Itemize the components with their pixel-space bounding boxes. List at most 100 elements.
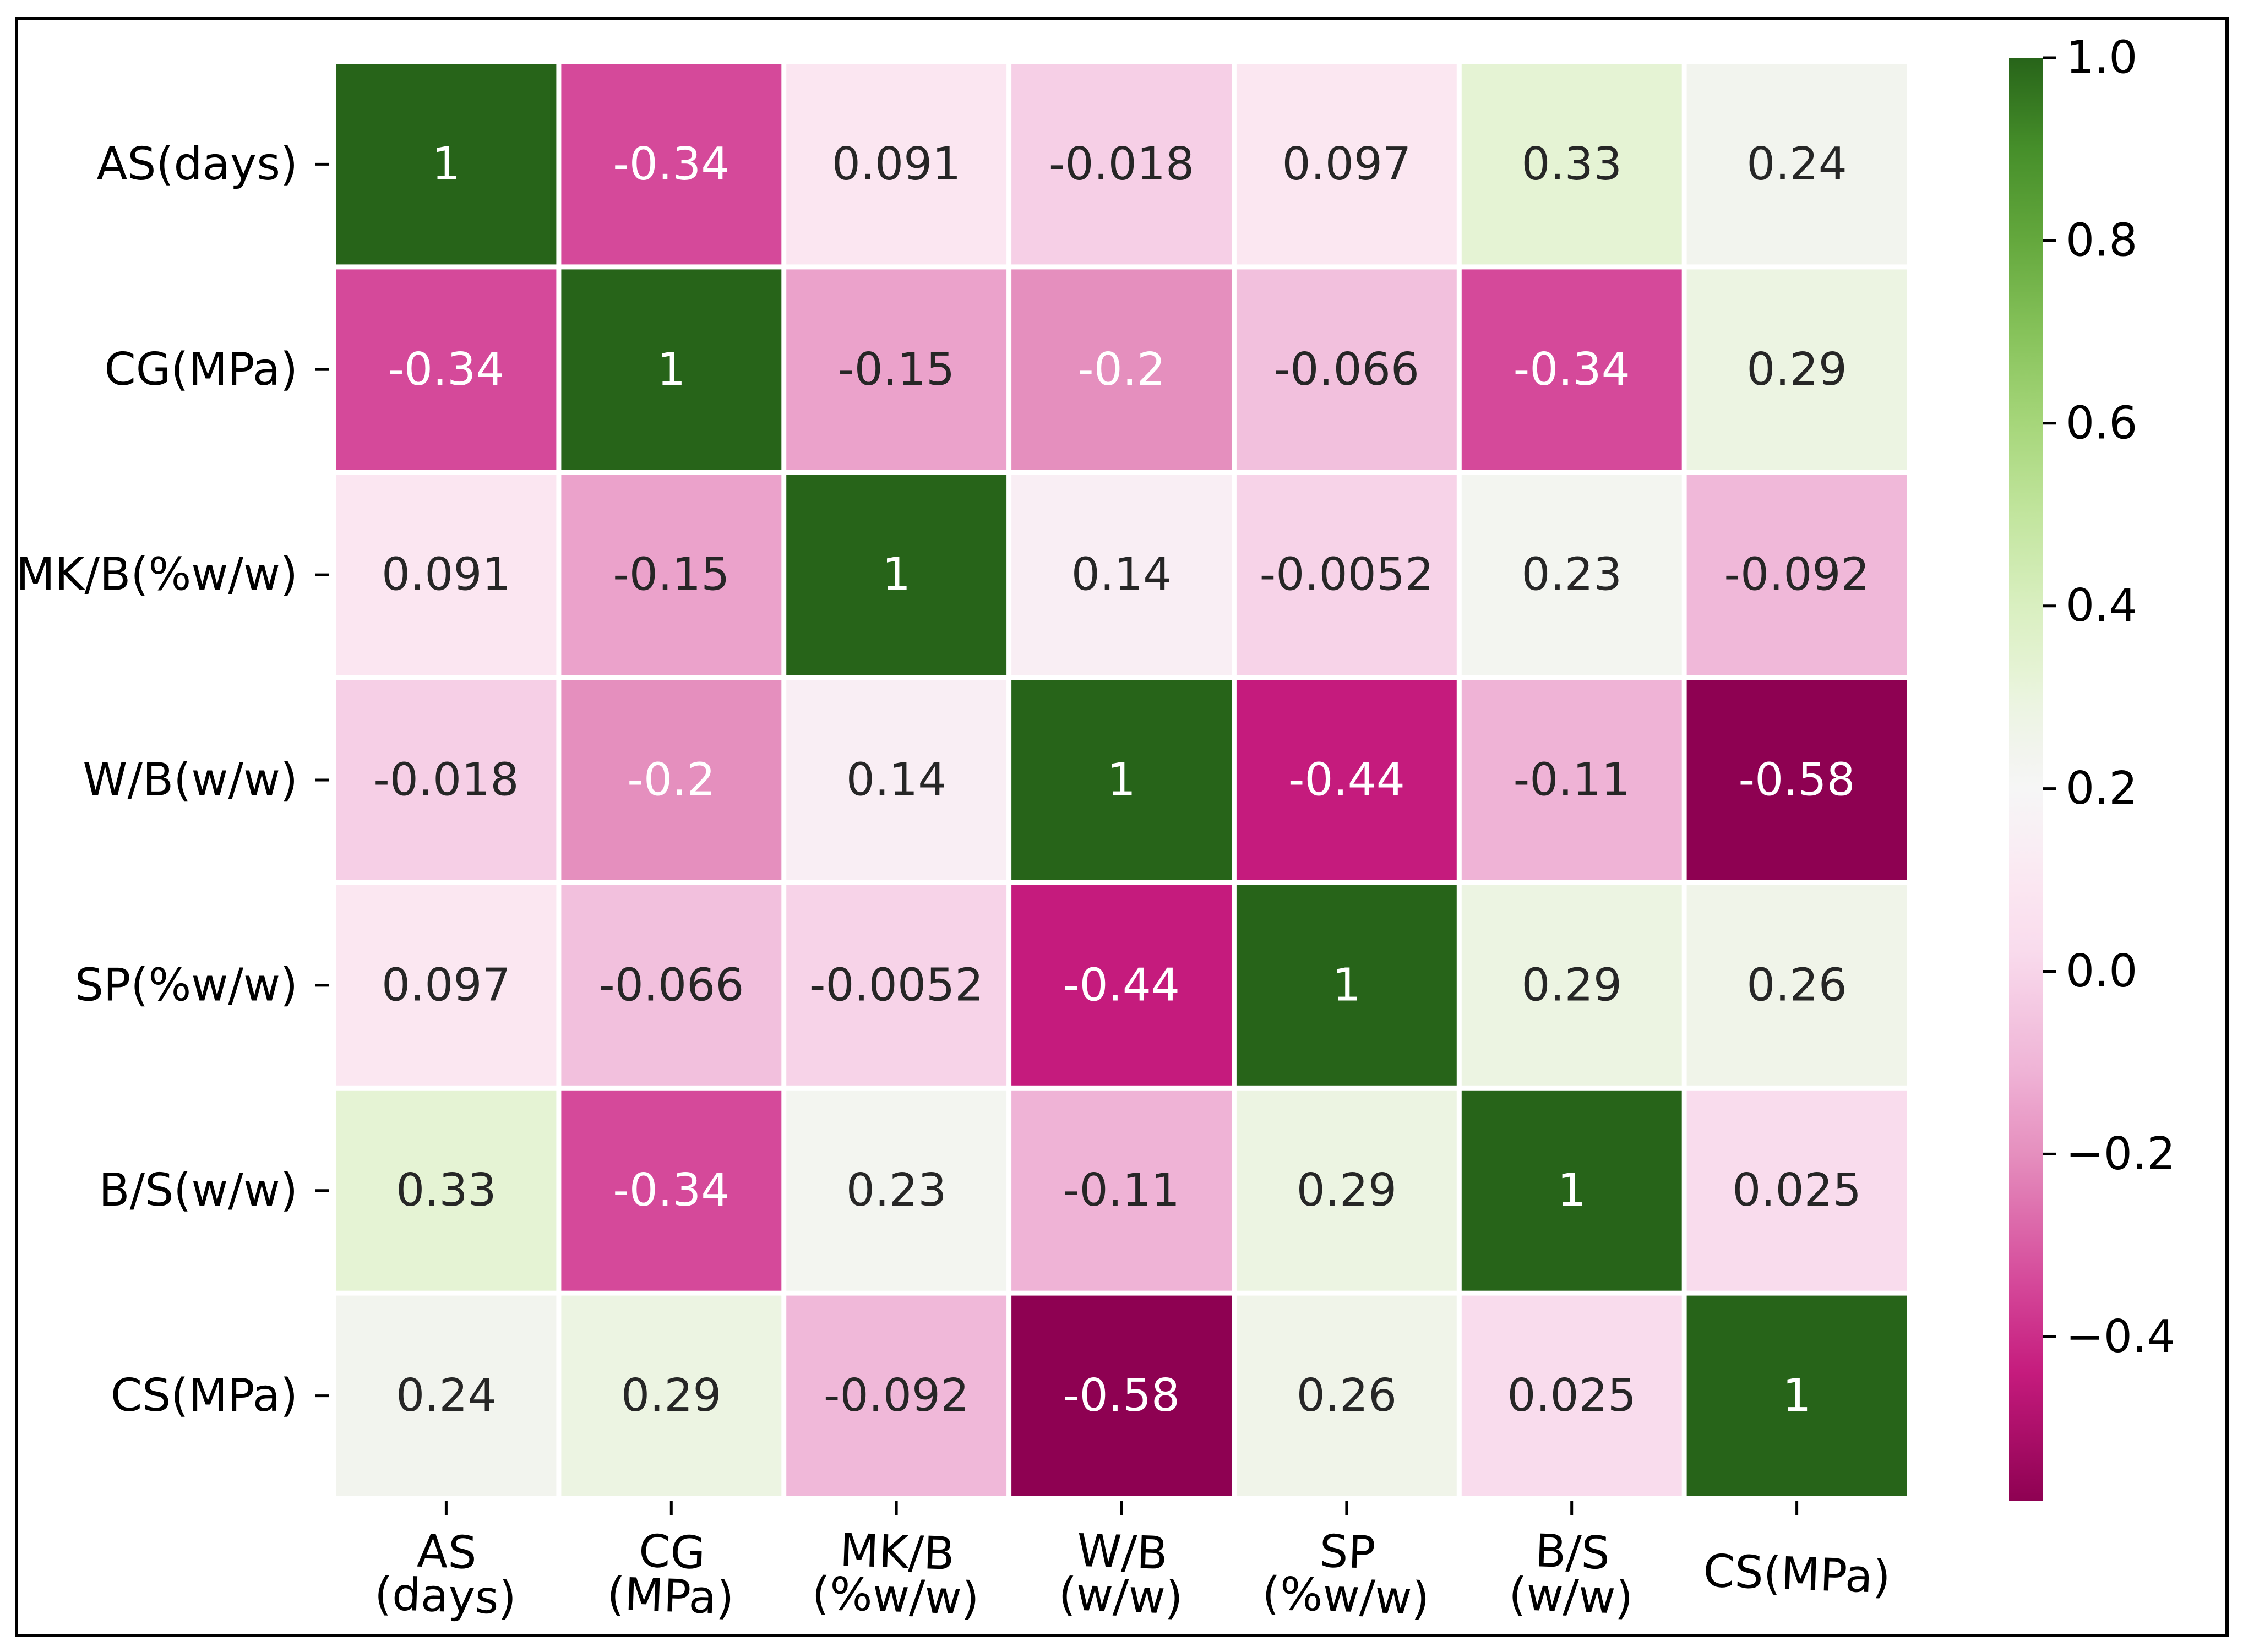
cell-value-label: 1 [1558,1164,1586,1217]
heatmap-cell [1011,885,1232,1086]
cell-value-label: -0.44 [1063,959,1180,1011]
heatmap-cell [1011,680,1232,880]
x-tick-label: MK/B [839,1524,956,1580]
colorbar-tick-label: 1.0 [2066,32,2137,84]
cell-value-label: -0.2 [1077,344,1166,396]
cell-value-label: 0.26 [1297,1370,1397,1422]
heatmap-cell [1011,1090,1232,1291]
y-axis: AS(days) CG(MPa) MK/B(%w/w) W/B(w/w) SP(%w/w… [16,138,329,1422]
cell-value-label: 0.14 [1071,549,1172,601]
colorbar-tick-label: 0.2 [2066,762,2137,815]
cell-value-label: -0.58 [1063,1370,1180,1422]
heatmap-cell [336,64,557,265]
cell-value-label: 1 [657,344,685,396]
heatmap-cell [336,1295,557,1496]
cell-value-label: 0.29 [1297,1164,1397,1217]
cell-value-label: 0.14 [846,754,947,806]
heatmap-cell [561,680,782,880]
cell-value-label: 0.24 [396,1370,497,1422]
heatmap-cell [561,475,782,675]
cell-value-label: -0.15 [613,549,729,601]
y-tick-label: CS(MPa) [111,1370,298,1422]
y-tick-label: CG(MPa) [104,344,298,396]
heatmap-cell [786,269,1007,470]
cell-value-label: -0.0052 [1260,549,1434,601]
cell-value-label: 0.097 [1282,138,1412,190]
heatmap-cell [1461,885,1682,1086]
cell-value-label: -0.092 [1724,549,1869,601]
colorbar-tick-label: 0.0 [2066,945,2137,997]
heatmap-cell [1461,1090,1682,1291]
heatmap-cell [1461,680,1682,880]
heatmap-cell [561,885,782,1086]
heatmap-cell [786,885,1007,1086]
cell-value-label: -0.066 [598,959,744,1011]
cell-value-label: -0.11 [1063,1164,1180,1217]
x-axis: AS(days)CG(MPa)MK/B(%w/w)W/B(w/w)SP(%w/w… [374,1501,1891,1626]
y-tick-label: SP(%w/w) [75,959,298,1011]
cell-value-label: -0.44 [1288,754,1405,806]
cell-value-label: -0.34 [1514,344,1630,396]
colorbar-tick-label: 0.8 [2066,214,2137,266]
cell-value-label: 0.29 [621,1370,722,1422]
heatmap-cell [1686,475,1907,675]
cell-value-label: -0.34 [388,344,504,396]
heatmap-cell [1686,680,1907,880]
cell-value-label: -0.066 [1274,344,1419,396]
cell-value-label: -0.018 [373,754,519,806]
cell-value-label: 0.097 [382,959,511,1011]
cell-value-label: 0.025 [1732,1164,1861,1217]
cell-value-label: 0.23 [846,1164,947,1217]
cell-value-label: 0.091 [832,138,961,190]
x-tick-label: (days) [374,1568,518,1625]
y-tick-label: B/S(w/w) [99,1164,298,1217]
cell-value-label: -0.018 [1049,138,1194,190]
heatmap-cell [1686,269,1907,470]
cell-value-label: 0.33 [1521,138,1622,190]
colorbar-tick-label: 0.6 [2066,397,2137,449]
heatmap-cell [561,269,782,470]
x-tick-label-group: MK/B(%w/w) [811,1524,980,1626]
heatmap-cell [786,1295,1007,1496]
x-tick-label: (MPa) [606,1568,735,1624]
heatmap-cell [336,1090,557,1291]
heatmap-cell [1236,885,1457,1086]
heatmap-cell [1236,475,1457,675]
cell-value-label: 0.29 [1521,959,1622,1011]
cell-value-label: 1 [1107,754,1136,806]
heatmap-cell [336,475,557,675]
x-tick-label-group: B/S(w/w) [1508,1525,1634,1625]
x-tick-label: (w/w) [1508,1568,1634,1625]
x-tick-label: (%w/w) [811,1567,980,1626]
y-tick-label: W/B(w/w) [83,754,298,806]
cell-value-label: 0.23 [1521,549,1622,601]
y-tick-label: AS(days) [96,138,298,190]
x-tick-label: W/B [1076,1525,1168,1580]
cell-value-label: -0.58 [1739,754,1855,806]
x-tick-label: CG [638,1525,706,1579]
heatmap-cell [1686,885,1907,1086]
colorbar-tick-label: −0.2 [2066,1128,2175,1180]
colorbar-gradient [2009,58,2043,1501]
cell-value-label: -0.092 [824,1370,969,1422]
heatmap-cell [1686,1090,1907,1291]
heatmap-cell [1461,64,1682,265]
heatmap-cell [1011,269,1232,470]
x-tick-label-group: W/B(w/w) [1058,1525,1184,1625]
heatmap-cells: 1 -0.34 0.091 -0.018 0.097 0.33 0.24 -0.34 1 -0.1… [336,64,1907,1496]
heatmap-cell [1461,475,1682,675]
heatmap-cell [1011,1295,1232,1496]
heatmap-cell [561,64,782,265]
colorbar-tick-label: −0.4 [2066,1311,2175,1363]
cell-value-label: 0.33 [396,1164,497,1217]
heatmap-cell [1686,64,1907,265]
heatmap-cell [1011,64,1232,265]
heatmap-cell [1236,64,1457,265]
heatmap-cell [786,680,1007,880]
x-tick-label: (%w/w) [1261,1567,1430,1626]
heatmap-cell [1011,475,1232,675]
heatmap-cell [336,680,557,880]
heatmap-cell [561,1090,782,1291]
heatmap-cell [786,1090,1007,1291]
